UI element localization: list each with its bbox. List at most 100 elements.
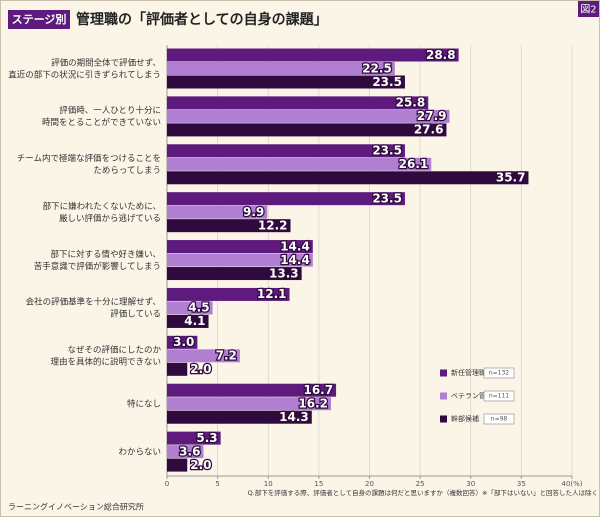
value-label: 26.1 (399, 157, 429, 171)
x-tick-label: 15 (314, 480, 323, 488)
bar (167, 335, 198, 349)
bar (167, 410, 312, 424)
legend-n-box (483, 413, 515, 425)
value-label: 28.8 (426, 48, 456, 62)
value-label: 22.5 (362, 61, 392, 75)
value-label: 23.5 (372, 75, 402, 89)
value-label: 4.1 (184, 314, 205, 328)
category-label: 時間をとることができていない (42, 117, 161, 128)
bar (167, 75, 405, 89)
bar (167, 171, 529, 185)
x-tick-label: 25 (416, 480, 425, 488)
value-label: 13.3 (269, 266, 299, 280)
value-label: 2.0 (190, 458, 211, 472)
value-label: 14.3 (279, 410, 309, 424)
bar (167, 205, 268, 219)
value-label: 23.5 (372, 144, 402, 158)
category-label: 評価している (110, 309, 161, 320)
legend-n-box (483, 367, 515, 379)
bar (167, 123, 447, 137)
value-label: 5.3 (196, 431, 217, 445)
figure-label: 図2 (580, 4, 596, 16)
note: Q.部下を評価する際、評価者として自身の課題は何だと思いますか（複数回答）※「部… (248, 488, 598, 497)
category-label: 理由を具体的に説明できない (50, 357, 161, 368)
bar (167, 362, 188, 376)
x-tick-label: 0 (165, 480, 169, 488)
value-label: 12.2 (258, 218, 288, 232)
value-label: 16.2 (298, 396, 328, 410)
value-label: 23.5 (372, 191, 402, 205)
bar (167, 48, 459, 62)
category-label: わからない (118, 447, 161, 457)
bar (167, 253, 313, 267)
legend-n: n=132 (489, 370, 509, 377)
bar (167, 219, 291, 233)
bar (167, 445, 204, 459)
legend-label: 幹部候補 (451, 414, 479, 423)
value-label: 9.9 (243, 205, 264, 219)
category-label: なぜその評価にしたのか (67, 345, 161, 356)
bar (167, 314, 209, 328)
value-label: 12.1 (257, 287, 287, 301)
legend-n: n=111 (489, 393, 509, 400)
legend-label: 新任管理職 (451, 368, 486, 377)
value-label: 27.9 (417, 109, 447, 123)
bar (167, 62, 395, 75)
value-label: 14.4 (280, 239, 310, 253)
x-tick-label: 20 (365, 480, 374, 488)
x-tick-label: 5 (215, 480, 219, 488)
figure-box (578, 1, 599, 17)
bar (167, 157, 432, 171)
category-label: 苦手意識で評価が影響してしまう (34, 261, 161, 272)
category-label: ためらってしまう (93, 166, 161, 176)
value-label: 2.0 (190, 362, 211, 376)
x-tick-label: 10 (264, 480, 273, 488)
bar (167, 301, 213, 315)
category-label: 特になし (127, 398, 161, 409)
source: ラーニングイノベーション総合研究所 (8, 502, 144, 512)
bar (167, 458, 188, 472)
category-label: 部下に嫌われたくないために、 (43, 201, 161, 212)
bar (167, 397, 332, 411)
value-label: 14.4 (280, 253, 310, 267)
bar (167, 267, 302, 281)
bar (167, 240, 313, 254)
bar (167, 349, 240, 363)
legend-n-box (483, 390, 515, 402)
legend-swatch (440, 415, 447, 423)
badge: ステージ別 (12, 12, 67, 26)
value-label: 3.6 (179, 444, 200, 458)
bar (167, 96, 429, 110)
value-label: 27.6 (414, 123, 444, 137)
category-label: 会社の評価基準を十分に理解せず、 (26, 297, 161, 308)
bar (167, 431, 221, 445)
x-tick-label: 40(%) (561, 480, 582, 488)
legend-swatch (440, 369, 447, 377)
chart-title: 管理職の「評価者としての自身の課題」 (76, 11, 328, 28)
x-tick-label: 35 (517, 480, 526, 488)
legend-n: n=98 (491, 416, 508, 423)
value-label: 3.0 (173, 335, 194, 349)
category-label: 評価時、一人ひとり十分に (59, 105, 161, 116)
category-label: 評価の期間全体で評価せず、 (51, 57, 161, 68)
category-label: 部下に対する情や好き嫌い、 (50, 249, 161, 260)
value-label: 35.7 (496, 171, 526, 185)
legend-label: ベテラン管理職 (451, 391, 500, 400)
value-label: 4.5 (188, 301, 209, 315)
legend-swatch (440, 392, 447, 400)
value-label: 25.8 (396, 96, 426, 110)
value-label: 16.7 (303, 383, 333, 397)
category-label: 直近の部下の状況に引きずられてしまう (8, 69, 161, 80)
category-label: 厳しい評価から逃げている (59, 213, 161, 224)
bar (167, 192, 405, 206)
bar (167, 287, 290, 301)
badge-box (8, 10, 70, 29)
x-tick-label: 30 (466, 480, 475, 488)
value-label: 7.2 (216, 349, 237, 363)
category-label: チーム内で極端な評価をつけることを (17, 153, 161, 164)
bar (167, 109, 450, 123)
bar (167, 383, 337, 397)
bar (167, 144, 405, 158)
